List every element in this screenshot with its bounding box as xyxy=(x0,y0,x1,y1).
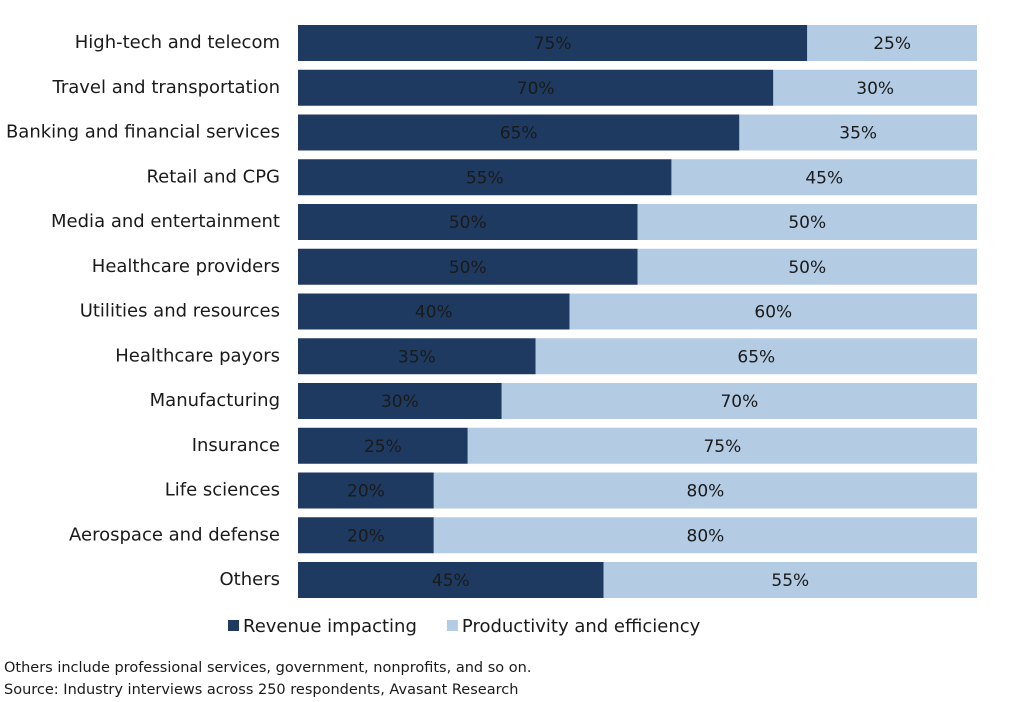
legend-label: Productivity and efficiency xyxy=(462,616,701,637)
category-label: High-tech and telecom xyxy=(75,32,280,53)
data-label: 45% xyxy=(432,571,470,591)
bar-segment xyxy=(433,472,977,509)
bar-segment xyxy=(298,248,638,285)
data-label: 35% xyxy=(839,124,877,144)
legend-swatch xyxy=(446,620,458,631)
footnote: Others include professional services, go… xyxy=(4,660,531,676)
legend-swatch xyxy=(228,620,239,631)
data-label: 60% xyxy=(754,303,792,323)
category-label: Banking and financial services xyxy=(6,122,280,143)
legend-label: Revenue impacting xyxy=(243,616,417,637)
data-label: 80% xyxy=(687,526,725,546)
bar-segment xyxy=(637,204,977,240)
data-label: 20% xyxy=(347,482,385,502)
bar-segment xyxy=(637,248,977,285)
bar-segment xyxy=(298,69,774,106)
data-label: 65% xyxy=(500,124,538,144)
bar-segment xyxy=(501,383,977,419)
bar-segment xyxy=(569,293,977,330)
data-label: 25% xyxy=(873,34,911,54)
data-label: 35% xyxy=(398,347,436,367)
bar-segment xyxy=(298,204,638,240)
bar-segment xyxy=(298,472,434,509)
category-label: Healthcare providers xyxy=(92,256,280,277)
category-label: Life sciences xyxy=(165,480,280,501)
category-label: Media and entertainment xyxy=(51,211,280,232)
bar-segment xyxy=(298,25,808,61)
category-label: Utilities and resources xyxy=(80,301,280,322)
data-label: 30% xyxy=(381,392,419,412)
bar-segment xyxy=(603,562,977,598)
category-label: Others xyxy=(220,569,281,590)
bar-segment xyxy=(739,114,977,151)
data-label: 75% xyxy=(534,34,572,54)
category-label: Retail and CPG xyxy=(146,166,280,187)
bar-segment xyxy=(298,427,468,464)
category-label: Healthcare payors xyxy=(115,345,280,366)
category-label: Insurance xyxy=(192,435,280,456)
category-label: Manufacturing xyxy=(150,390,280,411)
bar-segment xyxy=(535,338,977,375)
data-label: 80% xyxy=(687,482,725,502)
data-label: 50% xyxy=(788,258,826,278)
data-label: 70% xyxy=(517,79,555,99)
bar-segment xyxy=(671,159,977,196)
data-label: 75% xyxy=(703,437,741,457)
category-label: Travel and transportation xyxy=(52,77,281,98)
data-label: 50% xyxy=(449,258,487,278)
data-label: 50% xyxy=(449,213,487,233)
data-label: 45% xyxy=(805,168,843,188)
bar-segment xyxy=(298,517,434,554)
bar-segment xyxy=(298,114,740,151)
bar-segment xyxy=(298,159,672,196)
data-label: 30% xyxy=(856,79,894,99)
data-label: 50% xyxy=(788,213,826,233)
data-label: 20% xyxy=(347,526,385,546)
bar-segment xyxy=(807,25,977,61)
data-label: 25% xyxy=(364,437,402,457)
bar-segment xyxy=(773,69,977,106)
data-label: 55% xyxy=(771,571,809,591)
bar-segment xyxy=(298,338,536,375)
category-label: Aerospace and defense xyxy=(69,524,280,545)
bar-segment xyxy=(298,293,570,330)
source-note: Source: Industry interviews across 250 r… xyxy=(4,682,518,698)
data-label: 70% xyxy=(720,392,758,412)
data-label: 40% xyxy=(415,303,453,323)
data-label: 65% xyxy=(737,347,775,367)
bar-segment xyxy=(298,383,502,419)
bar-segment xyxy=(298,562,604,598)
bar-segment xyxy=(467,427,977,464)
bar-segment xyxy=(433,517,977,554)
data-label: 55% xyxy=(466,168,504,188)
